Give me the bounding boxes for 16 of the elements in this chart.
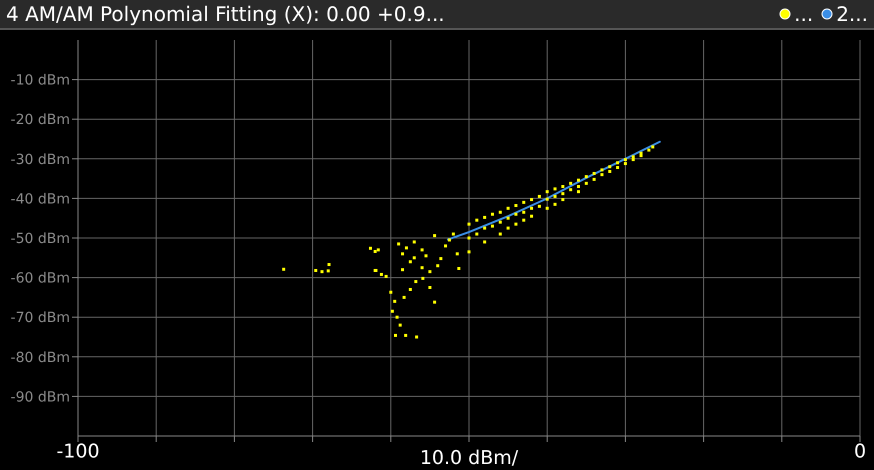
x-tick-label: 0 — [854, 440, 866, 462]
y-tick-label: -40 dBm — [10, 191, 70, 208]
y-tick-label: -20 dBm — [10, 112, 70, 128]
y-tick-label: -70 dBm — [10, 310, 70, 326]
y-tick-label: -50 dBm — [10, 230, 70, 247]
y-tick-label: -60 dBm — [10, 270, 70, 287]
x-axis-title: 10.0 dBm/ — [420, 447, 519, 469]
y-tick-label: -30 dBm — [10, 152, 70, 168]
line-series — [446, 140, 661, 241]
y-tick-label: -10 dBm — [10, 72, 70, 89]
legend-label: ... — [794, 2, 814, 26]
y-tick-label: -90 dBm — [10, 389, 70, 406]
x-tick-label: -100 — [56, 440, 100, 462]
legend-label: 2... — [836, 2, 868, 26]
chart-title: 4 AM/AM Polynomial Fitting (X): 0.00 +0.9... — [6, 2, 445, 26]
y-tick-label: -80 dBm — [10, 350, 70, 366]
